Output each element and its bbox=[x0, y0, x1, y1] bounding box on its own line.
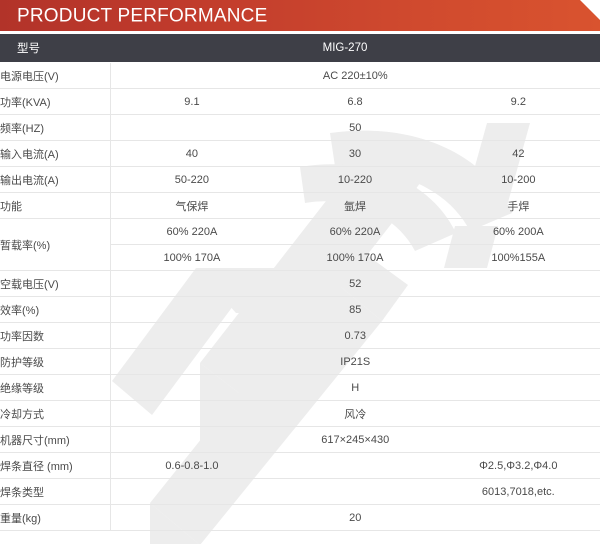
row-value: AC 220±10% bbox=[110, 63, 600, 89]
row-value: 10-200 bbox=[436, 166, 600, 193]
row-label: 机器尺寸(mm) bbox=[0, 426, 111, 453]
row-value: 100% 170A bbox=[273, 244, 437, 271]
banner-underline bbox=[0, 31, 600, 34]
row-value: 100%155A bbox=[436, 244, 600, 271]
row-label: 频率(HZ) bbox=[0, 114, 111, 141]
row-label: 电源电压(V) bbox=[0, 63, 111, 89]
row-value: H bbox=[110, 374, 600, 401]
table-row: 效率(%) 85 bbox=[0, 296, 600, 323]
row-value: 风冷 bbox=[110, 400, 600, 427]
row-label: 功率因数 bbox=[0, 322, 111, 349]
row-value: 60% 220A bbox=[110, 218, 274, 245]
row-value: IP21S bbox=[110, 348, 600, 375]
row-value: 60% 200A bbox=[436, 218, 600, 245]
spec-table-wrap: 电源电压(V) AC 220±10% 功率(KVA) 9.1 6.8 9.2 频率(HZ) 5… bbox=[0, 63, 600, 544]
row-label: 防护等级 bbox=[0, 348, 111, 375]
table-row: 焊条直径 (mm) 0.6-0.8-1.0 Φ2.5,Φ3.2,Φ4.0 bbox=[0, 452, 600, 479]
row-value: 氩焊 bbox=[273, 192, 437, 219]
model-header-label: 型号 bbox=[17, 43, 40, 55]
row-value: 30 bbox=[273, 140, 437, 167]
row-value: 20 bbox=[110, 504, 600, 531]
row-label: 功能 bbox=[0, 192, 111, 219]
row-value: Φ2.5,Φ3.2,Φ4.0 bbox=[436, 452, 600, 479]
row-value: 617×245×430 bbox=[110, 426, 600, 453]
table-row: 重量(kg) 20 bbox=[0, 504, 600, 531]
table-row: 频率(HZ) 50 bbox=[0, 114, 600, 141]
row-value: 10-220 bbox=[273, 166, 437, 193]
table-row: 防护等级 IP21S bbox=[0, 348, 600, 375]
row-value: 9.1 bbox=[110, 88, 274, 115]
table-row: 功能 气保焊 氩焊 手焊 bbox=[0, 192, 600, 219]
row-label: 冷却方式 bbox=[0, 400, 111, 427]
table-row: 绝缘等级 H bbox=[0, 374, 600, 401]
spec-table: 电源电压(V) AC 220±10% 功率(KVA) 9.1 6.8 9.2 频率(HZ) 5… bbox=[0, 63, 600, 531]
table-row: 功率因数 0.73 bbox=[0, 322, 600, 349]
row-value: 6.8 bbox=[273, 88, 437, 115]
table-row: 电源电压(V) AC 220±10% bbox=[0, 63, 600, 89]
row-label: 输出电流(A) bbox=[0, 166, 111, 193]
section-banner: PRODUCT PERFORMANCE bbox=[0, 0, 600, 31]
row-label: 焊条直径 (mm) bbox=[0, 452, 111, 479]
table-row: 空载电压(V) 52 bbox=[0, 270, 600, 297]
row-value: 85 bbox=[110, 296, 600, 323]
table-row: 冷却方式 风冷 bbox=[0, 400, 600, 427]
row-value bbox=[110, 478, 274, 505]
row-value: 60% 220A bbox=[273, 218, 437, 245]
model-header-row: 型号 MIG-270 bbox=[0, 34, 600, 63]
row-label: 重量(kg) bbox=[0, 504, 111, 531]
table-row: 机器尺寸(mm) 617×245×430 bbox=[0, 426, 600, 453]
banner-title: PRODUCT PERFORMANCE bbox=[17, 5, 268, 26]
row-value: 9.2 bbox=[436, 88, 600, 115]
model-header-value: MIG-270 bbox=[322, 42, 368, 54]
table-row: 暂载率(%) 60% 220A 60% 220A 60% 200A bbox=[0, 218, 600, 271]
spec-table-body: 电源电压(V) AC 220±10% 功率(KVA) 9.1 6.8 9.2 频率(HZ) 5… bbox=[0, 63, 600, 531]
row-value: 0.6-0.8-1.0 bbox=[110, 452, 274, 479]
row-value: 手焊 bbox=[436, 192, 600, 219]
row-value: 6013,7018,etc. bbox=[436, 478, 600, 505]
row-value: 0.73 bbox=[110, 322, 600, 349]
row-value: 50-220 bbox=[110, 166, 274, 193]
row-value: 40 bbox=[110, 140, 274, 167]
row-value: 52 bbox=[110, 270, 600, 297]
row-label: 暂载率(%) bbox=[0, 218, 111, 271]
row-value bbox=[273, 478, 437, 505]
table-row: 输出电流(A) 50-220 10-220 10-200 bbox=[0, 166, 600, 193]
table-row: 焊条类型 6013,7018,etc. bbox=[0, 478, 600, 505]
row-label: 焊条类型 bbox=[0, 478, 111, 505]
table-row: 功率(KVA) 9.1 6.8 9.2 bbox=[0, 88, 600, 115]
table-row: 输入电流(A) 40 30 42 bbox=[0, 140, 600, 167]
row-value: 100% 170A bbox=[110, 244, 274, 271]
row-label: 空载电压(V) bbox=[0, 270, 111, 297]
row-label: 输入电流(A) bbox=[0, 140, 111, 167]
row-value: 气保焊 bbox=[110, 192, 274, 219]
row-value bbox=[273, 452, 437, 479]
row-label: 效率(%) bbox=[0, 296, 111, 323]
row-value: 42 bbox=[436, 140, 600, 167]
row-label: 功率(KVA) bbox=[0, 88, 111, 115]
row-value: 50 bbox=[110, 114, 600, 141]
row-label: 绝缘等级 bbox=[0, 374, 111, 401]
